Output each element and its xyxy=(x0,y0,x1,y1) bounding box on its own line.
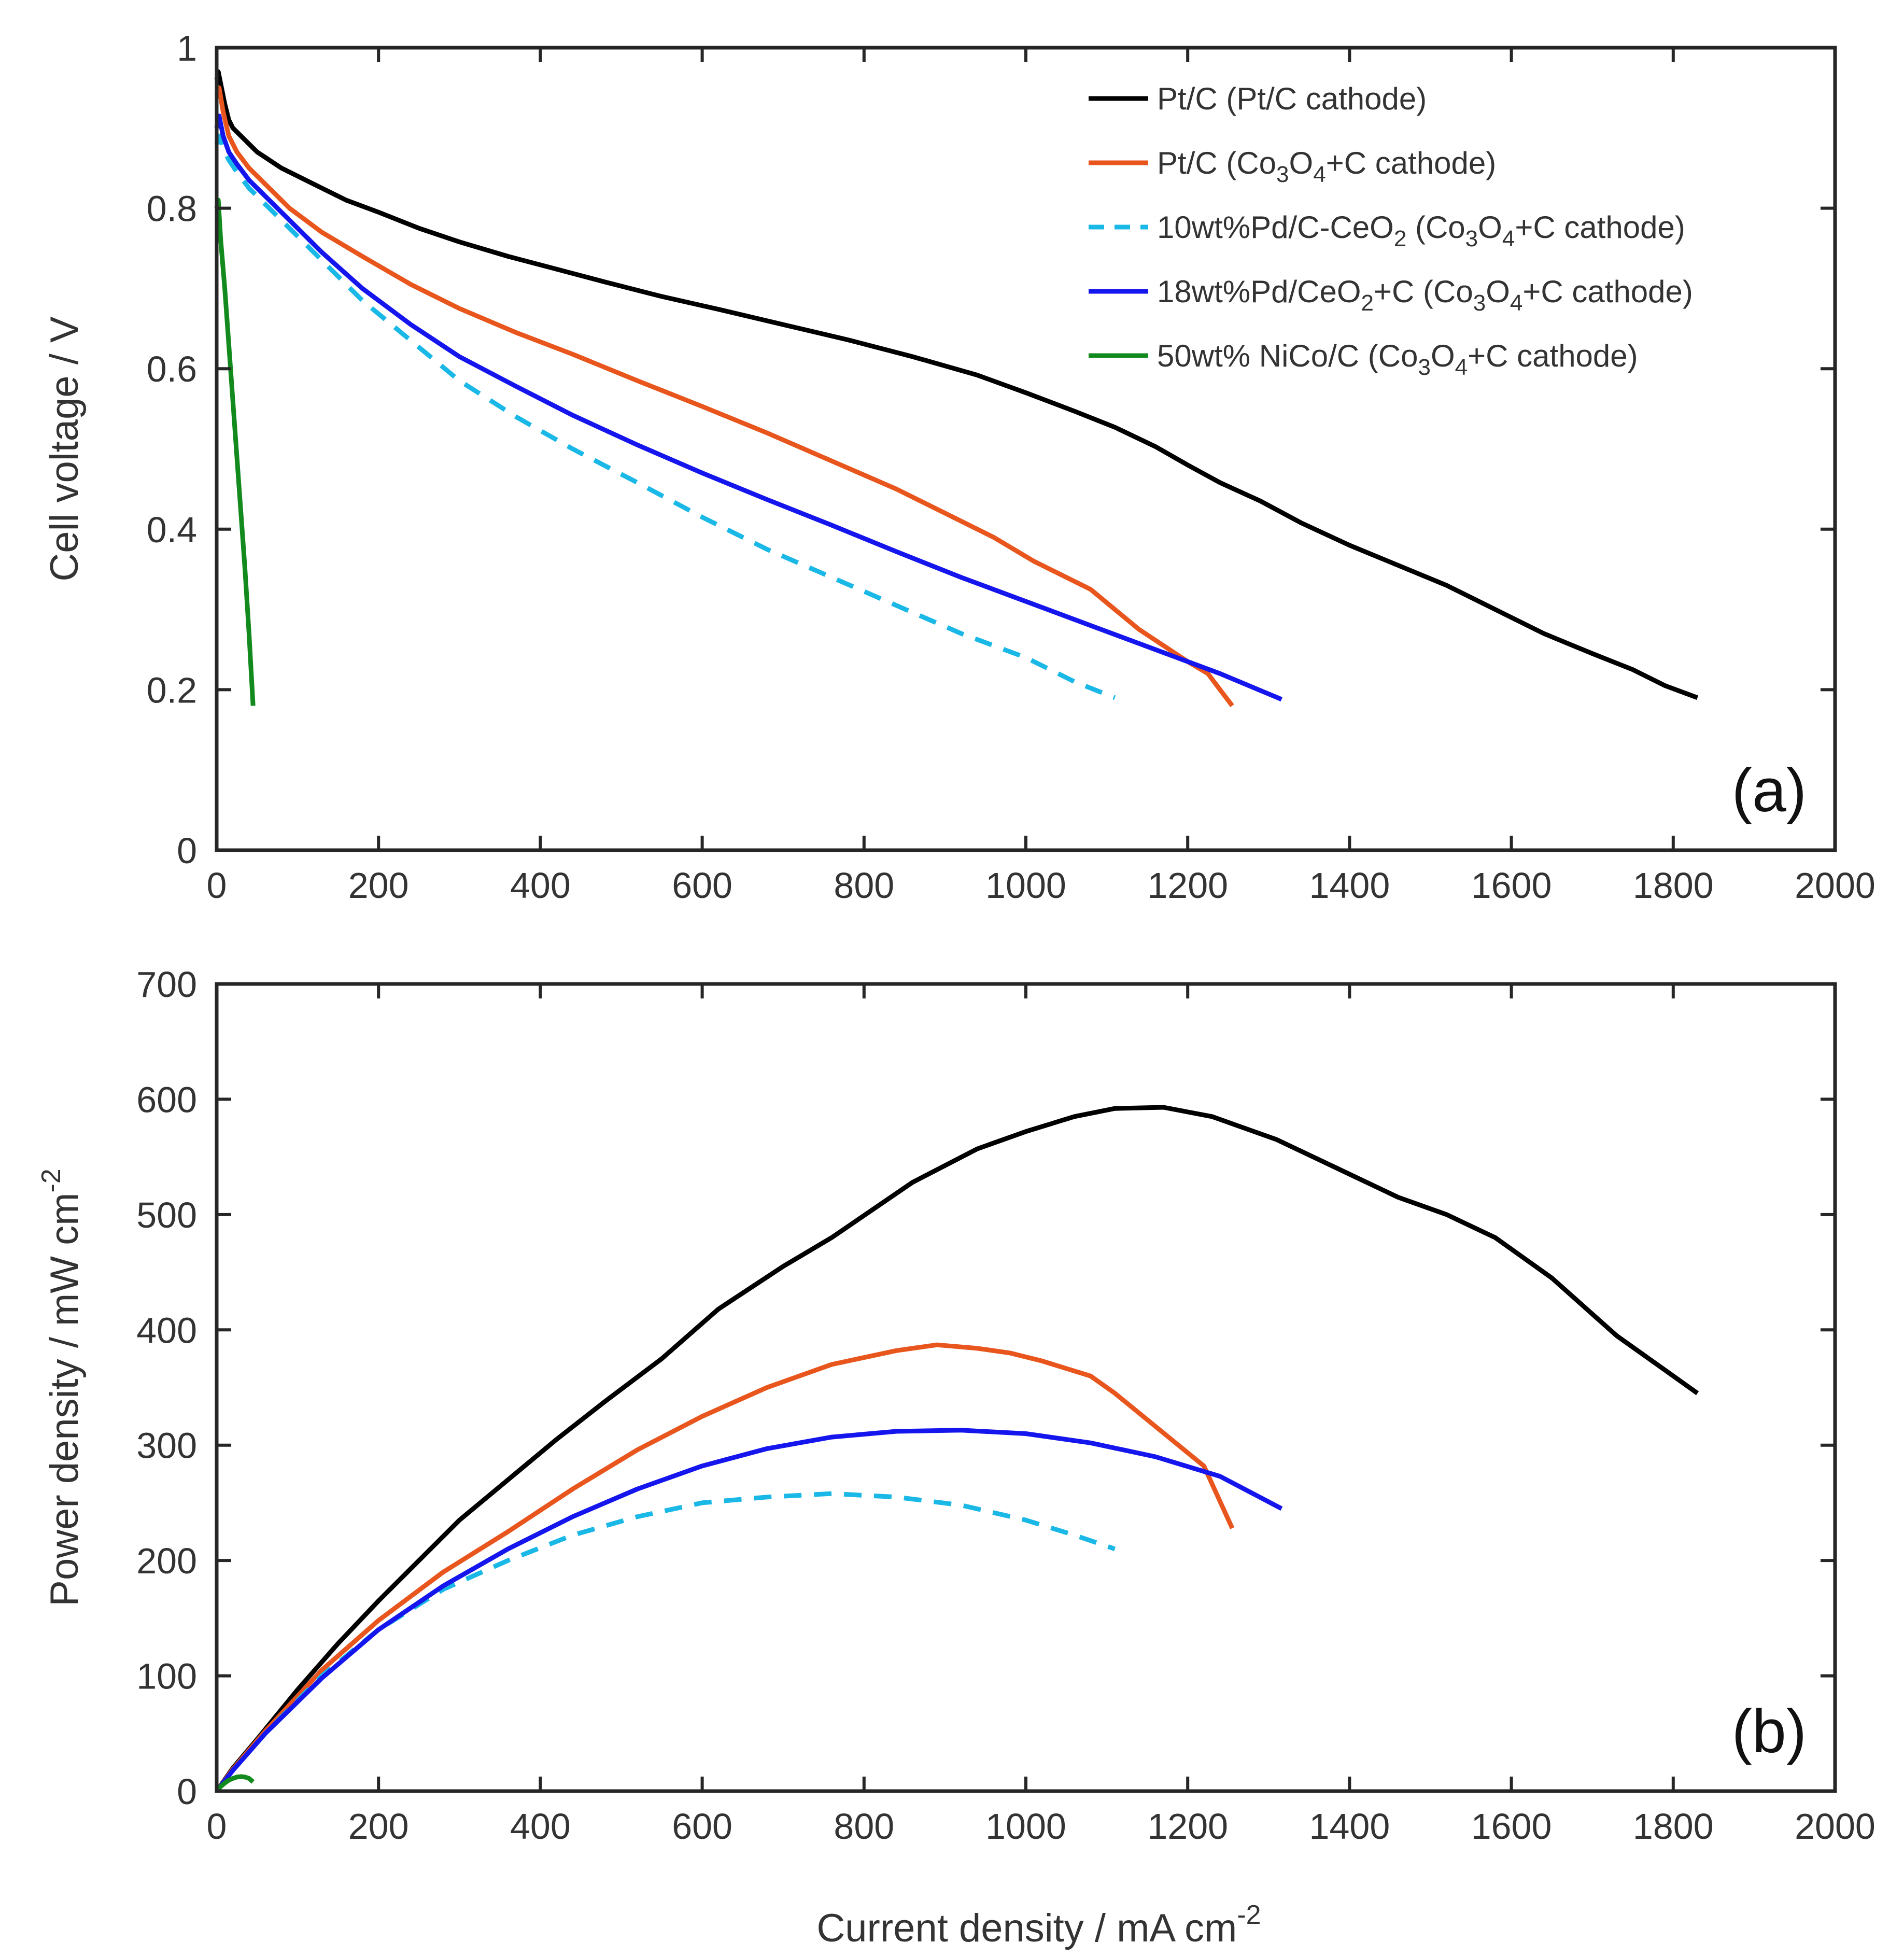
legend-entry-pt-c-co3o4-c-cathode: Pt/C (Co3O4+C cathode) xyxy=(1157,146,1496,187)
legend-entry-pt-c-pt-c-cathode: Pt/C (Pt/C cathode) xyxy=(1157,81,1427,116)
legend-entry-10wt-pd-c-ceo2-co3o4-c-cathode: 10wt%Pd/C-CeO2 (Co3O4+C cathode) xyxy=(1157,210,1685,251)
y-tick-label-b: 0 xyxy=(177,1771,197,1812)
x-tick-label-b: 400 xyxy=(510,1806,571,1847)
series-line-a-pt-c-pt-c-cathode xyxy=(214,69,1699,700)
y-tick-label-b: 100 xyxy=(136,1656,197,1697)
series-line-a-10wt-pd-c-ceo2-co3o4-c-cathode xyxy=(214,133,1116,700)
x-tick-label-b: 200 xyxy=(348,1806,409,1847)
x-tick-label-b: 800 xyxy=(834,1806,894,1847)
y-axis-title-a: Cell voltage / V xyxy=(43,316,87,581)
x-tick-label-b: 0 xyxy=(207,1806,227,1847)
x-tick-label-a: 400 xyxy=(510,865,571,906)
x-tick-label-a: 800 xyxy=(834,865,894,906)
series-line-a-50wt-nico-c-co3o4-c-cathode xyxy=(214,198,256,706)
series-line-b-pt-c-pt-c-cathode xyxy=(215,1105,1699,1793)
x-tick-label-a: 600 xyxy=(672,865,732,906)
y-tick-label-a: 0.8 xyxy=(147,189,197,229)
panel-label-a: (a) xyxy=(1732,756,1807,825)
x-tick-label-a: 1800 xyxy=(1633,865,1714,906)
x-tick-label-b: 1600 xyxy=(1471,1806,1552,1847)
chart-panel-b: 0 200 400 600 800 1000 1200 1400 1600 1800 2000 0 10… xyxy=(36,964,1875,1847)
y-axis-title-b: Power density / mW cm-2 xyxy=(36,1168,87,1606)
x-tick-label-a: 2000 xyxy=(1795,865,1875,906)
legend-entry-50wt-nico-c-co3o4-c-cathode: 50wt% NiCo/C (Co3O4+C cathode) xyxy=(1157,339,1638,380)
y-tick-label-b: 500 xyxy=(136,1195,197,1235)
legend-entry-18wt-pd-ceo2-c-co3o4-c-cathode: 18wt%Pd/CeO2+C (Co3O4+C cathode) xyxy=(1157,274,1693,316)
x-tick-label-a: 1400 xyxy=(1309,865,1390,906)
series-line-a-pt-c-co3o4-c-cathode xyxy=(214,85,1234,708)
y-tick-label-b: 300 xyxy=(136,1426,197,1466)
series-line-b-18wt-pd-ceo2-c-co3o4-c-cathode xyxy=(215,1428,1283,1793)
y-tick-label-a: 0.6 xyxy=(147,349,197,389)
x-tick-label-a: 1000 xyxy=(985,865,1066,906)
y-tick-label-a: 0.4 xyxy=(147,510,197,550)
y-tick-label-b: 200 xyxy=(136,1541,197,1581)
x-tick-label-b: 2000 xyxy=(1795,1806,1875,1847)
x-tick-label-b: 1200 xyxy=(1147,1806,1228,1847)
x-tick-label-a: 1200 xyxy=(1147,865,1228,906)
chart-panel-a: 0 200 400 600 800 1000 1200 1400 1600 1800 2000 0 0.… xyxy=(43,28,1875,906)
y-tick-label-b: 400 xyxy=(136,1310,197,1350)
x-tick-label-b: 1800 xyxy=(1633,1806,1714,1847)
series-line-b-50wt-nico-c-co3o4-c-cathode xyxy=(215,1774,255,1793)
panel-label-b: (b) xyxy=(1732,1697,1807,1766)
y-tick-label-a: 0.2 xyxy=(147,670,197,710)
x-tick-label-a: 0 xyxy=(207,865,227,906)
x-axis-title: Current density / mA cm-2 xyxy=(816,1900,1261,1950)
y-tick-label-b: 700 xyxy=(136,964,197,1005)
y-tick-label-a: 1 xyxy=(177,28,197,68)
series-line-a-18wt-pd-ceo2-c-co3o4-c-cathode xyxy=(214,114,1283,702)
y-tick-label-b: 600 xyxy=(136,1079,197,1120)
x-tick-label-b: 1000 xyxy=(985,1806,1066,1847)
series-line-b-pt-c-co3o4-c-cathode xyxy=(215,1342,1235,1793)
x-tick-label-a: 200 xyxy=(348,865,409,906)
y-tick-label-a: 0 xyxy=(177,830,197,871)
x-tick-label-a: 1600 xyxy=(1471,865,1552,906)
x-tick-label-b: 1400 xyxy=(1309,1806,1390,1847)
x-tick-label-b: 600 xyxy=(672,1806,732,1847)
